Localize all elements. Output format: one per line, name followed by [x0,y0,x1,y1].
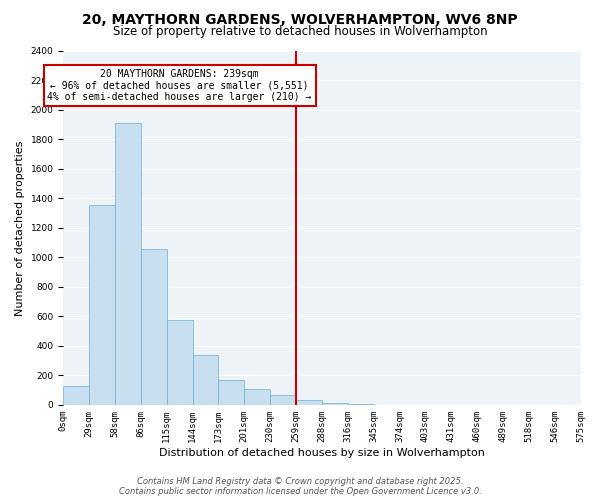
Bar [193,354,218,405]
Bar [218,380,244,405]
Bar [296,400,322,405]
X-axis label: Distribution of detached houses by size in Wolverhampton: Distribution of detached houses by size … [159,448,485,458]
Bar [167,320,193,405]
Y-axis label: Number of detached properties: Number of detached properties [15,140,25,316]
Bar [89,205,115,405]
Text: 20 MAYTHORN GARDENS: 239sqm
← 96% of detached houses are smaller (5,551)
4% of s: 20 MAYTHORN GARDENS: 239sqm ← 96% of det… [47,68,312,102]
Text: Contains HM Land Registry data © Crown copyright and database right 2025.
Contai: Contains HM Land Registry data © Crown c… [119,476,481,496]
Text: 20, MAYTHORN GARDENS, WOLVERHAMPTON, WV6 8NP: 20, MAYTHORN GARDENS, WOLVERHAMPTON, WV6… [82,12,518,26]
Bar [244,390,270,405]
Bar [322,402,348,405]
Bar [270,396,296,405]
Bar [141,248,167,405]
Text: Size of property relative to detached houses in Wolverhampton: Size of property relative to detached ho… [113,25,487,38]
Bar [63,386,89,405]
Bar [348,404,374,405]
Bar [115,123,141,405]
